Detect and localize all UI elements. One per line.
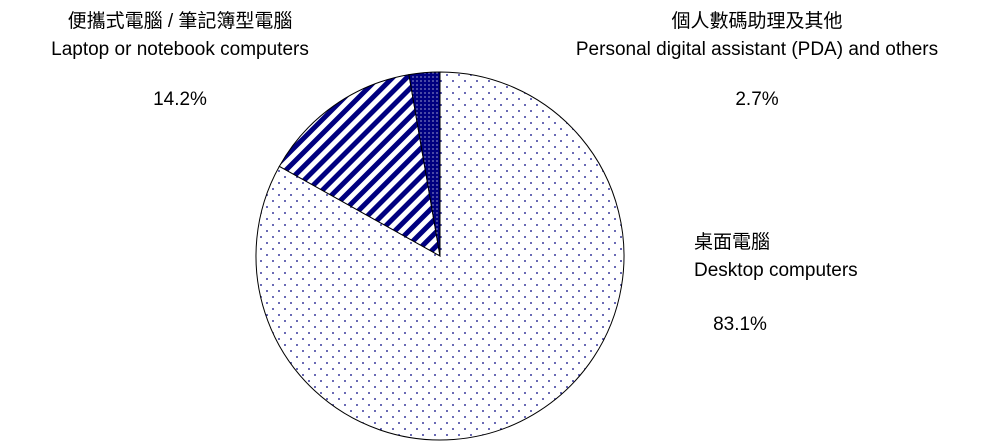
slice-label-en: Laptop or notebook computers: [51, 39, 309, 60]
pie-slice: [408, 71, 441, 257]
value-label: 14.2%: [153, 89, 207, 110]
pie-slice: [278, 74, 441, 257]
slice-label: 個人數碼助理及其他: [671, 10, 842, 32]
value-label: 2.7%: [735, 89, 778, 110]
slice-label: 便攜式電腦 / 筆記簿型電腦: [68, 10, 293, 32]
slice-label: 桌面電腦: [694, 231, 770, 253]
slice-label-en: Personal digital assistant (PDA) and oth…: [576, 39, 938, 60]
slice-label-en: Desktop computers: [694, 260, 858, 281]
value-label: 83.1%: [713, 314, 767, 335]
